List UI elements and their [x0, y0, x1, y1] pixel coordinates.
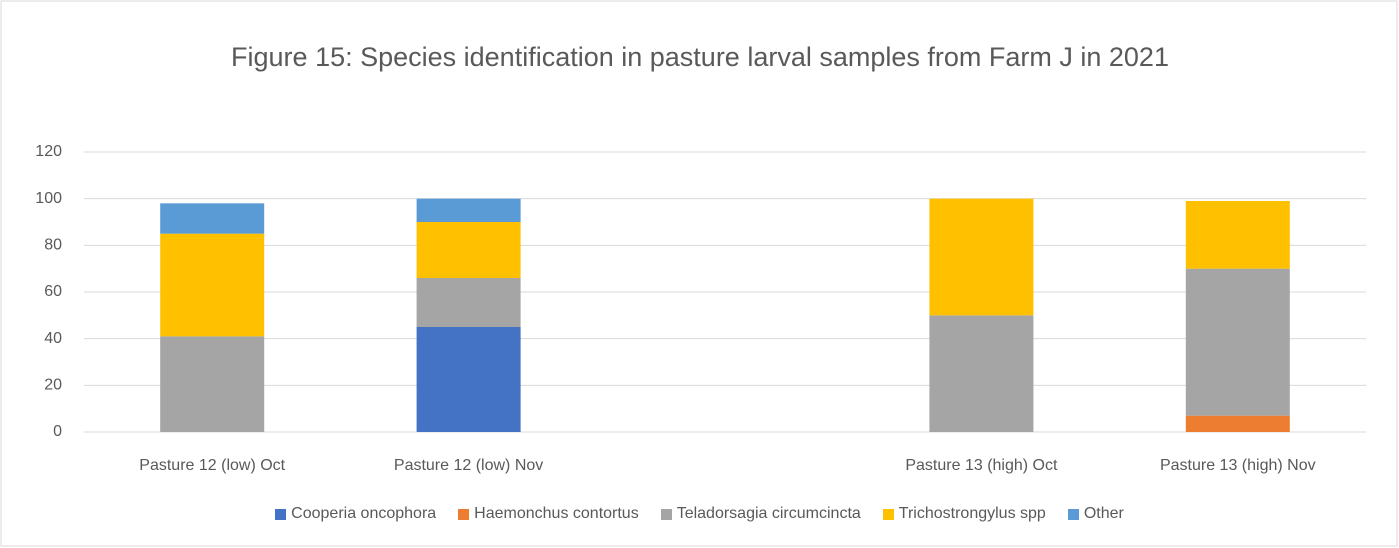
bar-segment: [416, 278, 521, 327]
legend-label: Teladorsagia circumcincta: [676, 505, 861, 522]
y-tick-label: 0: [53, 423, 62, 440]
bar-segment: [160, 336, 265, 432]
y-tick-label: 20: [44, 377, 62, 394]
legend-swatch: [275, 508, 287, 520]
bar-segment: [160, 203, 265, 234]
legend-label: Trichostrongylus spp: [898, 505, 1046, 522]
y-tick-label: 120: [35, 143, 62, 160]
y-tick-label: 40: [44, 330, 62, 347]
bar-segment: [1185, 268, 1290, 416]
y-tick-label: 60: [44, 283, 62, 300]
bar-segment: [929, 198, 1034, 316]
x-tick-label: Pasture 13 (high) Nov: [1160, 457, 1316, 474]
y-tick-label: 80: [44, 237, 62, 254]
x-tick-label: Pasture 12 (low) Oct: [139, 457, 285, 474]
chart-title: Figure 15: Species identification in pas…: [231, 42, 1169, 72]
x-tick-label: Pasture 13 (high) Oct: [905, 457, 1058, 474]
legend-item: Teladorsagia circumcincta: [660, 505, 861, 523]
bar-segment: [416, 198, 521, 222]
legend-item: Other: [1067, 505, 1124, 523]
x-tick-label: Pasture 12 (low) Nov: [394, 457, 543, 474]
bar-segment: [416, 327, 521, 432]
y-tick-label: 100: [35, 190, 62, 207]
bar-segment: [416, 222, 521, 278]
bar-segment: [1185, 415, 1290, 432]
legend-item: Cooperia oncophora: [275, 505, 436, 523]
bar-segment: [160, 233, 265, 337]
legend-item: Haemonchus contortus: [458, 505, 639, 523]
legend-item: Trichostrongylus spp: [882, 505, 1046, 523]
legend-label: Cooperia oncophora: [291, 505, 437, 522]
legend-swatch: [660, 508, 672, 520]
legend-label: Other: [1083, 505, 1124, 522]
legend: Cooperia oncophora Haemonchus contortus Te…: [0, 505, 1399, 523]
legend-swatch: [1067, 508, 1079, 520]
legend-swatch: [458, 508, 470, 520]
bar-segment: [1185, 201, 1290, 269]
bar-segment: [929, 315, 1034, 432]
legend-swatch: [882, 508, 894, 520]
legend-label: Haemonchus contortus: [474, 505, 639, 522]
